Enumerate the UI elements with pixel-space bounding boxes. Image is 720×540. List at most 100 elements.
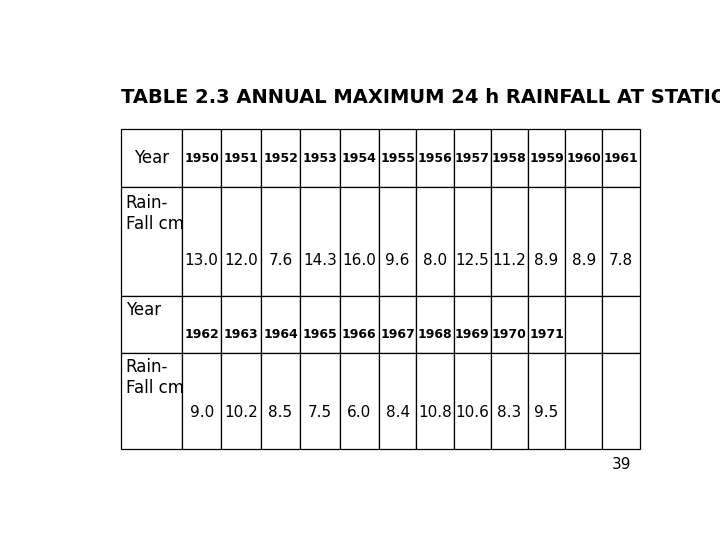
Bar (340, 296, 379, 353)
Bar (416, 353, 454, 449)
Bar (379, 187, 416, 296)
Bar (416, 296, 454, 353)
Text: 13.0: 13.0 (185, 253, 219, 268)
Text: 7.6: 7.6 (269, 253, 292, 268)
Bar (121, 353, 182, 449)
Bar (565, 187, 603, 296)
Text: 1961: 1961 (603, 152, 639, 165)
Bar (565, 353, 603, 449)
Bar (491, 187, 528, 296)
Bar (379, 129, 416, 187)
Text: 39: 39 (612, 457, 631, 472)
Text: 1956: 1956 (418, 152, 452, 165)
Bar (454, 129, 491, 187)
Bar (565, 296, 603, 353)
Text: 1950: 1950 (184, 152, 219, 165)
Bar (491, 296, 528, 353)
Text: 9.6: 9.6 (385, 253, 410, 268)
Text: 1952: 1952 (263, 152, 298, 165)
Bar (222, 187, 261, 296)
Text: 1954: 1954 (342, 152, 377, 165)
Bar (340, 353, 379, 449)
Text: 7.5: 7.5 (308, 406, 332, 421)
Text: 8.3: 8.3 (498, 406, 521, 421)
Text: 9.0: 9.0 (189, 406, 214, 421)
Text: 7.8: 7.8 (609, 253, 633, 268)
Bar (528, 187, 565, 296)
Text: 1955: 1955 (380, 152, 415, 165)
Text: 12.5: 12.5 (455, 253, 489, 268)
Bar (528, 129, 565, 187)
Bar (565, 129, 603, 187)
Text: 1970: 1970 (492, 328, 527, 341)
Bar (528, 353, 565, 449)
Text: 1959: 1959 (529, 152, 564, 165)
Bar (222, 353, 261, 449)
Bar (182, 296, 222, 353)
Text: 16.0: 16.0 (343, 253, 377, 268)
Text: 6.0: 6.0 (347, 406, 372, 421)
Text: TABLE 2.3 ANNUAL MAXIMUM 24 h RAINFALL AT STATION A: TABLE 2.3 ANNUAL MAXIMUM 24 h RAINFALL A… (121, 87, 720, 107)
Bar (300, 187, 340, 296)
Text: 1960: 1960 (567, 152, 601, 165)
Bar (491, 129, 528, 187)
Text: 1967: 1967 (380, 328, 415, 341)
Text: 14.3: 14.3 (303, 253, 337, 268)
Text: 12.0: 12.0 (224, 253, 258, 268)
Bar (454, 187, 491, 296)
Bar (300, 353, 340, 449)
Bar (379, 353, 416, 449)
Bar (454, 353, 491, 449)
Text: 11.2: 11.2 (492, 253, 526, 268)
Text: 1951: 1951 (224, 152, 258, 165)
Bar (261, 129, 300, 187)
Text: Rain-
Fall cm: Rain- Fall cm (125, 358, 184, 397)
Bar (603, 187, 639, 296)
Bar (182, 353, 222, 449)
Text: 10.2: 10.2 (224, 406, 258, 421)
Bar (528, 296, 565, 353)
Bar (491, 353, 528, 449)
Text: 1965: 1965 (302, 328, 338, 341)
Text: 1969: 1969 (455, 328, 490, 341)
Text: Year: Year (134, 149, 169, 167)
Text: 1964: 1964 (263, 328, 298, 341)
Text: 9.5: 9.5 (534, 406, 559, 421)
Bar (121, 296, 182, 353)
Bar (121, 129, 182, 187)
Bar (603, 129, 639, 187)
Bar (454, 296, 491, 353)
Text: 10.8: 10.8 (418, 406, 451, 421)
Bar (182, 187, 222, 296)
Bar (300, 129, 340, 187)
Bar (416, 129, 454, 187)
Text: 8.4: 8.4 (386, 406, 410, 421)
Text: 8.9: 8.9 (534, 253, 559, 268)
Text: 10.6: 10.6 (455, 406, 489, 421)
Text: 8.9: 8.9 (572, 253, 596, 268)
Bar (261, 296, 300, 353)
Text: 1971: 1971 (529, 328, 564, 341)
Bar (603, 353, 639, 449)
Bar (261, 353, 300, 449)
Bar (222, 296, 261, 353)
Text: 1958: 1958 (492, 152, 527, 165)
Bar (379, 296, 416, 353)
Text: Rain-
Fall cm: Rain- Fall cm (125, 194, 184, 233)
Text: 1953: 1953 (302, 152, 338, 165)
Bar (121, 187, 182, 296)
Text: 1968: 1968 (418, 328, 452, 341)
Text: 1962: 1962 (184, 328, 219, 341)
Bar (182, 129, 222, 187)
Bar (340, 129, 379, 187)
Text: Year: Year (125, 301, 161, 320)
Bar (261, 187, 300, 296)
Bar (222, 129, 261, 187)
Text: 8.0: 8.0 (423, 253, 447, 268)
Text: 1966: 1966 (342, 328, 377, 341)
Bar (416, 187, 454, 296)
Text: 1957: 1957 (455, 152, 490, 165)
Bar (603, 296, 639, 353)
Text: 1963: 1963 (224, 328, 258, 341)
Text: 8.5: 8.5 (269, 406, 292, 421)
